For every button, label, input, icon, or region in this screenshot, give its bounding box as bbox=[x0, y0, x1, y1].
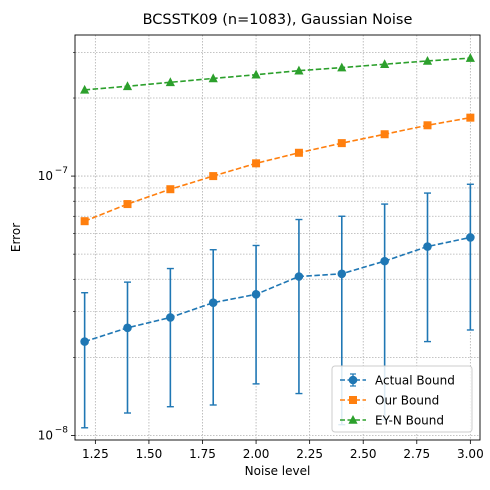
y-axis-label: Error bbox=[9, 223, 23, 252]
data-point bbox=[251, 69, 261, 79]
legend-label: Our Bound bbox=[375, 394, 439, 408]
series-our-bound bbox=[80, 113, 475, 226]
data-point bbox=[166, 313, 175, 322]
legend-marker bbox=[348, 415, 358, 424]
legend: Actual Bound Our Bound EY-N Bound bbox=[331, 365, 473, 433]
series-line bbox=[84, 57, 471, 91]
x-tick-label: 2.50 bbox=[350, 447, 377, 461]
data-point bbox=[294, 272, 304, 281]
data-point bbox=[123, 200, 132, 209]
plot-frame bbox=[74, 34, 481, 441]
data-point bbox=[80, 217, 89, 226]
data-point bbox=[166, 185, 175, 194]
data-point bbox=[208, 73, 218, 83]
y-tick-label: 10 bbox=[38, 169, 53, 183]
data-point bbox=[423, 242, 432, 251]
data-point bbox=[380, 130, 389, 139]
x-tick-label: 3.00 bbox=[457, 447, 484, 461]
grid bbox=[75, 35, 480, 440]
data-point bbox=[466, 233, 475, 242]
series-ey-n-bound bbox=[80, 53, 475, 94]
y-tick-label: 10 bbox=[38, 428, 53, 442]
y-tick-exponent: −8 bbox=[55, 425, 69, 435]
series-line bbox=[84, 236, 471, 343]
legend-box bbox=[331, 365, 473, 433]
legend-label: Actual Bound bbox=[375, 374, 455, 388]
data-point bbox=[251, 290, 261, 299]
legend-label: EY-N Bound bbox=[375, 414, 444, 428]
legend-entry: Our Bound bbox=[340, 394, 439, 408]
data-point bbox=[465, 53, 475, 62]
x-tick-label: 2.25 bbox=[296, 447, 323, 461]
legend-entry: Actual Bound bbox=[340, 373, 455, 388]
data-point bbox=[252, 159, 261, 168]
data-point bbox=[380, 59, 390, 69]
x-tick-label: 1.50 bbox=[136, 447, 163, 461]
x-tick-label: 2.75 bbox=[403, 447, 430, 461]
data-point bbox=[294, 148, 303, 157]
y-tick-exponent: −7 bbox=[55, 166, 68, 176]
x-tick-label: 1.75 bbox=[189, 447, 216, 461]
series-line bbox=[84, 116, 471, 222]
legend-entry: EY-N Bound bbox=[340, 414, 444, 428]
data-point bbox=[123, 323, 132, 333]
chart-title: BCSSTK09 (n=1083), Gaussian Noise bbox=[143, 12, 413, 28]
data-point bbox=[208, 298, 218, 307]
data-point bbox=[165, 77, 175, 87]
data-point bbox=[122, 81, 133, 91]
data-point bbox=[423, 121, 432, 130]
legend-marker bbox=[349, 396, 357, 404]
data-point bbox=[209, 172, 218, 181]
data-point bbox=[80, 84, 90, 94]
x-tick-label: 2.00 bbox=[243, 447, 270, 461]
data-point bbox=[337, 62, 347, 72]
x-tick-label: 1.25 bbox=[82, 447, 109, 461]
data-point bbox=[422, 55, 433, 65]
data-point bbox=[466, 113, 475, 122]
data-point bbox=[294, 65, 304, 75]
data-point bbox=[380, 256, 389, 266]
x-axis-label: Noise level bbox=[245, 464, 311, 478]
data-point bbox=[337, 269, 347, 279]
data-point bbox=[337, 139, 346, 148]
legend-marker bbox=[348, 375, 358, 385]
data-point bbox=[80, 337, 89, 346]
